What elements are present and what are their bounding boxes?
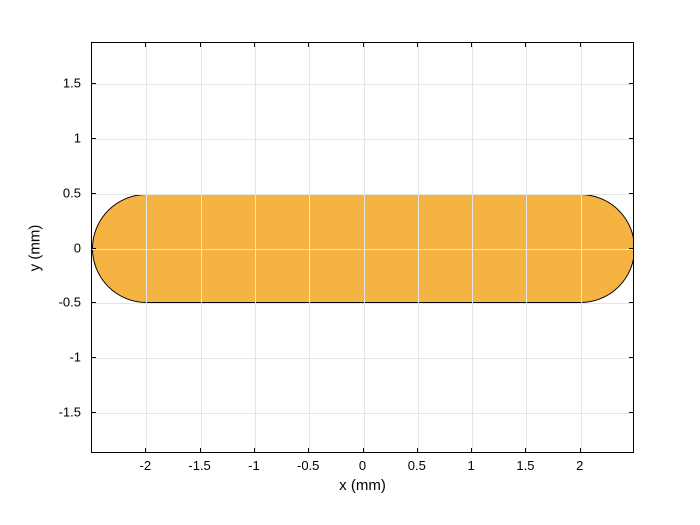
y-tick-label: -1 <box>51 350 81 365</box>
x-tick-mark <box>200 42 201 47</box>
y-axis-label: y (mm) <box>27 224 44 271</box>
y-tick-label: 0 <box>51 240 81 255</box>
x-tick-mark <box>200 448 201 453</box>
gridline-vertical <box>309 43 310 452</box>
x-tick-mark <box>145 42 146 47</box>
gridline-vertical <box>364 43 365 452</box>
gridline-vertical <box>146 43 147 452</box>
gridline-horizontal <box>92 413 633 414</box>
x-tick-mark <box>580 448 581 453</box>
y-tick-mark <box>629 357 634 358</box>
x-tick-label: 1.5 <box>516 458 534 473</box>
plot-axes <box>91 42 634 453</box>
x-tick-mark <box>308 42 309 47</box>
gridline-horizontal <box>92 358 633 359</box>
gridline-horizontal <box>92 84 633 85</box>
x-tick-label: 0 <box>359 458 366 473</box>
x-tick-mark <box>525 42 526 47</box>
y-tick-mark <box>629 193 634 194</box>
y-tick-mark <box>91 193 96 194</box>
x-tick-mark <box>471 42 472 47</box>
x-tick-mark <box>363 42 364 47</box>
x-tick-label: 2 <box>576 458 583 473</box>
gridline-horizontal <box>92 249 633 250</box>
gridline-vertical <box>201 43 202 452</box>
x-tick-label: 1 <box>467 458 474 473</box>
gridline-vertical <box>526 43 527 452</box>
x-tick-label: -1.5 <box>188 458 210 473</box>
x-tick-mark <box>363 448 364 453</box>
y-tick-mark <box>629 302 634 303</box>
figure-canvas: x (mm) y (mm) -2 -1.5 -1 -0.5 0 0.5 1 1.5 2 -1.5 -… <box>0 0 700 525</box>
x-tick-mark <box>580 42 581 47</box>
x-tick-mark <box>145 448 146 453</box>
y-tick-mark <box>91 248 96 249</box>
gridline-vertical <box>418 43 419 452</box>
gridline-vertical <box>581 43 582 452</box>
x-tick-label: 0.5 <box>408 458 426 473</box>
x-tick-mark <box>417 448 418 453</box>
x-tick-mark <box>417 42 418 47</box>
y-tick-label: 1 <box>51 130 81 145</box>
x-tick-mark <box>308 448 309 453</box>
x-tick-label: -1 <box>248 458 260 473</box>
gridline-horizontal <box>92 194 633 195</box>
y-tick-mark <box>629 138 634 139</box>
y-tick-label: -0.5 <box>51 295 81 310</box>
y-tick-mark <box>91 302 96 303</box>
y-tick-mark <box>91 412 96 413</box>
x-axis-label: x (mm) <box>339 477 386 494</box>
gridline-horizontal <box>92 303 633 304</box>
y-tick-mark <box>91 138 96 139</box>
y-tick-mark <box>91 357 96 358</box>
x-tick-mark <box>254 42 255 47</box>
y-tick-label: 1.5 <box>51 76 81 91</box>
gridline-horizontal <box>92 139 633 140</box>
gridline-vertical <box>255 43 256 452</box>
x-tick-mark <box>525 448 526 453</box>
y-tick-mark <box>629 248 634 249</box>
gridline-vertical <box>472 43 473 452</box>
x-tick-label: -2 <box>140 458 152 473</box>
y-tick-mark <box>629 83 634 84</box>
x-tick-mark <box>254 448 255 453</box>
y-tick-mark <box>91 83 96 84</box>
x-tick-mark <box>471 448 472 453</box>
y-tick-mark <box>629 412 634 413</box>
x-tick-label: -0.5 <box>297 458 319 473</box>
y-tick-label: 0.5 <box>51 185 81 200</box>
y-tick-label: -1.5 <box>51 404 81 419</box>
